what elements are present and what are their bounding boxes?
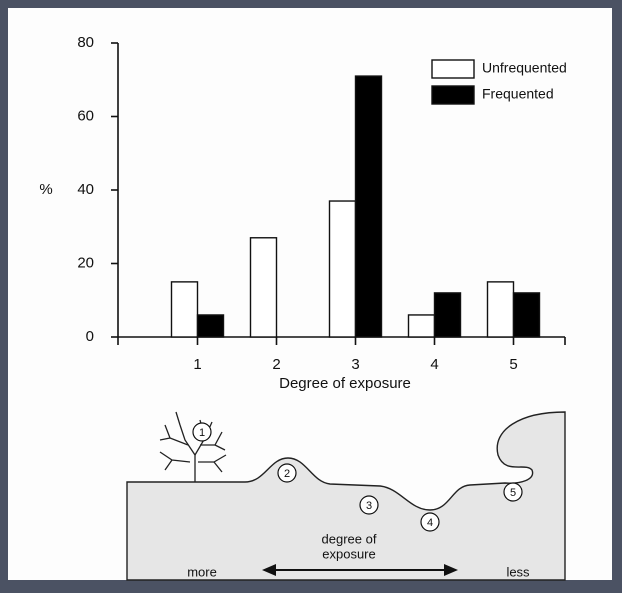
marker-circle [277, 463, 297, 483]
y-axis-label: % [39, 181, 52, 198]
arrow-label: exposure [322, 546, 375, 561]
exposure-diagram: degree of exposure more less [126, 411, 566, 581]
marker-label: 3 [366, 500, 372, 512]
x-tick-label: 4 [430, 356, 438, 373]
x-tick-label: 2 [272, 356, 280, 373]
marker-circle [420, 512, 440, 532]
bar [249, 237, 278, 338]
x-tick-label: 5 [509, 356, 517, 373]
marker-label: 4 [427, 517, 433, 529]
bar [486, 281, 515, 338]
legend-swatch [431, 59, 475, 79]
y-tick-label: 40 [77, 181, 94, 198]
legend-label: Unfrequented [482, 60, 567, 76]
bar [196, 314, 225, 338]
left-label: more [187, 564, 217, 579]
y-tick-label: 0 [86, 328, 94, 345]
right-label: less [506, 564, 530, 579]
bar [433, 292, 462, 338]
x-tick-label: 3 [351, 356, 359, 373]
y-tick-label: 60 [77, 107, 94, 124]
marker-label: 5 [510, 487, 516, 499]
marker-circle [359, 495, 379, 515]
bar [512, 292, 541, 338]
x-axis-label: Degree of exposure [279, 375, 411, 392]
y-tick-label: 20 [77, 254, 94, 271]
y-tick-label: 80 [77, 34, 94, 51]
arrow-label: degree of [322, 531, 377, 546]
marker-circle [503, 482, 523, 502]
x-tick-label: 1 [193, 356, 201, 373]
marker-label: 1 [199, 427, 205, 439]
legend-swatch [431, 85, 475, 105]
bar [170, 281, 199, 338]
marker-circle [192, 422, 212, 442]
bar [407, 314, 436, 338]
terrain [126, 411, 566, 581]
tree [159, 411, 227, 482]
marker-label: 2 [284, 468, 290, 480]
bar [328, 200, 357, 338]
bar [354, 75, 383, 338]
legend-label: Frequented [482, 86, 554, 102]
